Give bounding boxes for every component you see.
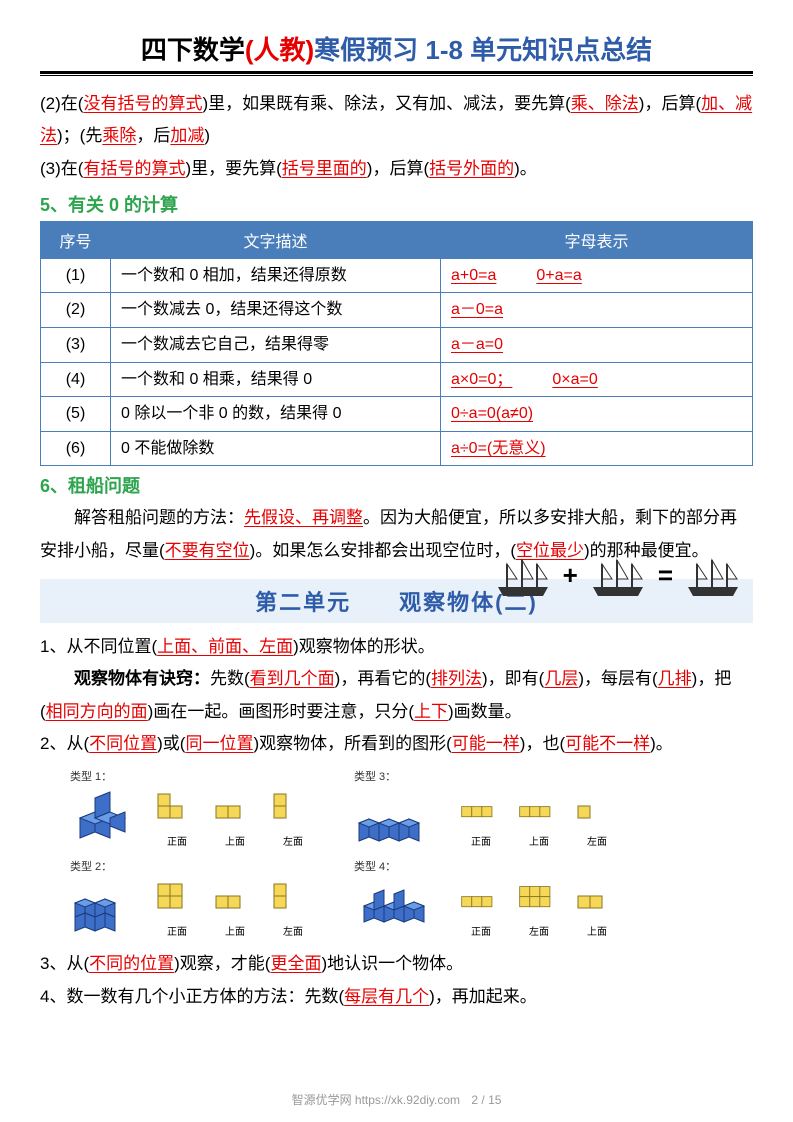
cube-diagrams: 类型 1： 正面 上面 左面 类型 2： <box>70 768 753 938</box>
rule-3: (3)在(有括号的算式)里，要先算(括号里面的)，后算(括号外面的)。 <box>40 153 753 185</box>
flat-view-icon <box>272 882 314 918</box>
flat-view-icon <box>214 792 256 828</box>
cell-desc: 一个数和 0 相加，结果还得原数 <box>111 258 441 293</box>
obs-trick: 观察物体有诀窍：先数(看到几个面)，再看它的(排列法)，即有(几层)，每层有(几… <box>40 663 753 728</box>
cell-formula: a－a=0 <box>441 328 753 363</box>
title-part2: (人教) <box>245 35 314 65</box>
equals-sign: = <box>658 560 673 591</box>
flat-view-icon <box>518 792 560 828</box>
cell-index: (4) <box>41 362 111 397</box>
title-part1: 四下数学 <box>141 35 245 65</box>
page-footer: 智源优学网 https://xk.92diy.com 2 / 15 <box>0 1091 793 1108</box>
cube-3d-icon <box>70 788 140 848</box>
th-index: 序号 <box>41 221 111 258</box>
table-row: (2)一个数减去 0，结果还得这个数a－0=a <box>41 293 753 328</box>
flat-view-icon <box>214 882 256 918</box>
cube-3d-icon <box>70 878 140 938</box>
flat-view-icon <box>156 882 198 918</box>
flat-view-icon <box>156 792 198 828</box>
obs-point-4: 4、数一数有几个小正方体的方法：先数(每层有几个)，再加起来。 <box>40 981 753 1013</box>
ship-equation: + = <box>493 552 743 598</box>
cube-3d-icon <box>354 788 444 848</box>
footer-site: 智源优学网 https://xk.92diy.com <box>292 1093 461 1107</box>
flat-view-icon <box>460 792 502 828</box>
title-underline <box>40 71 753 76</box>
obs-point-3: 3、从(不同的位置)观察，才能(更全面)地认识一个物体。 <box>40 948 753 980</box>
footer-page: 2 / 15 <box>471 1093 501 1107</box>
flat-view-icon <box>460 882 502 918</box>
cell-desc: 一个数减去 0，结果还得这个数 <box>111 293 441 328</box>
cell-index: (5) <box>41 397 111 432</box>
table-row: (1)一个数和 0 相加，结果还得原数a+0=a0+a=a <box>41 258 753 293</box>
plus-sign: + <box>563 560 578 591</box>
obs-point-2: 2、从(不同位置)或(同一位置)观察物体，所看到的图形(可能一样)，也(可能不一… <box>40 728 753 760</box>
cell-desc: 一个数和 0 相乘，结果得 0 <box>111 362 441 397</box>
title-part3: 寒假预习 1-8 单元知识点总结 <box>314 35 652 65</box>
cell-formula: a+0=a0+a=a <box>441 258 753 293</box>
ship-icon <box>493 552 553 598</box>
th-desc: 文字描述 <box>111 221 441 258</box>
cell-index: (2) <box>41 293 111 328</box>
cell-desc: 一个数减去它自己，结果得零 <box>111 328 441 363</box>
cell-desc: 0 不能做除数 <box>111 431 441 466</box>
cell-formula: 0÷a=0(a≠0) <box>441 397 753 432</box>
table-row: (3)一个数减去它自己，结果得零a－a=0 <box>41 328 753 363</box>
cell-index: (6) <box>41 431 111 466</box>
cube-type-1: 类型 1： 正面 上面 左面 <box>70 768 314 848</box>
cube-type-3: 类型 3： 正面 上面 左面 <box>354 768 618 848</box>
cell-index: (1) <box>41 258 111 293</box>
th-formula: 字母表示 <box>441 221 753 258</box>
cube-type-4: 类型 4： 正面 左面 上面 <box>354 858 618 938</box>
flat-view-icon <box>518 882 560 918</box>
obs-point-1: 1、从不同位置(上面、前面、左面)观察物体的形状。 <box>40 631 753 663</box>
flat-view-icon <box>576 792 618 828</box>
rule-2: (2)在(没有括号的算式)里，如果既有乘、除法，又有加、减法，要先算(乘、除法)… <box>40 88 753 153</box>
ship-icon <box>683 552 743 598</box>
ship-icon <box>588 552 648 598</box>
flat-view-icon <box>272 792 314 828</box>
cell-formula: a－0=a <box>441 293 753 328</box>
cell-formula: a÷0=(无意义) <box>441 431 753 466</box>
zero-calc-table: 序号 文字描述 字母表示 (1)一个数和 0 相加，结果还得原数a+0=a0+a… <box>40 221 753 467</box>
cell-desc: 0 除以一个非 0 的数，结果得 0 <box>111 397 441 432</box>
section-5-heading: 5、有关 0 的计算 <box>40 191 753 217</box>
cell-index: (3) <box>41 328 111 363</box>
table-row: (5)0 除以一个非 0 的数，结果得 00÷a=0(a≠0) <box>41 397 753 432</box>
page-title: 四下数学(人教)寒假预习 1-8 单元知识点总结 <box>40 30 753 67</box>
cube-type-2: 类型 2： 正面 上面 左面 <box>70 858 314 938</box>
cell-formula: a×0=0；0×a=0 <box>441 362 753 397</box>
table-row: (4)一个数和 0 相乘，结果得 0a×0=0；0×a=0 <box>41 362 753 397</box>
cube-3d-icon <box>354 878 444 938</box>
section-6-heading: 6、租船问题 <box>40 472 753 498</box>
flat-view-icon <box>576 882 618 918</box>
table-row: (6)0 不能做除数a÷0=(无意义) <box>41 431 753 466</box>
